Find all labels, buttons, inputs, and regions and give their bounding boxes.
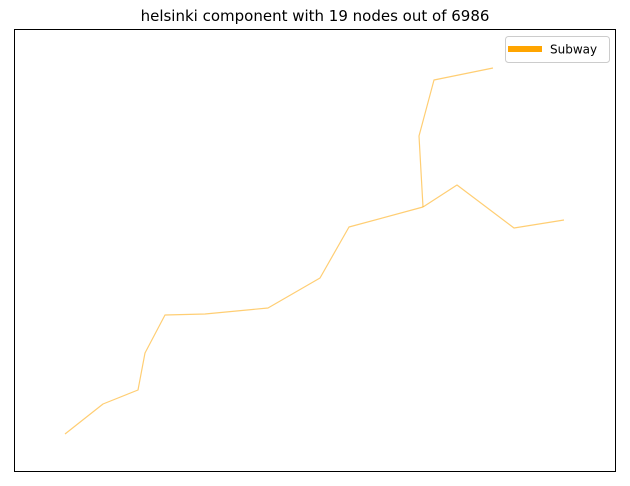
subway-edges <box>64 67 565 435</box>
legend-box <box>505 36 610 63</box>
subway-line-segment <box>64 206 424 435</box>
subway-line-segment <box>422 184 565 229</box>
plot-frame <box>14 29 616 472</box>
map-title: helsinki component with 19 nodes out of … <box>140 7 490 25</box>
legend: Subway <box>505 36 610 63</box>
legend-subway-label: Subway <box>550 43 597 57</box>
subway-line-segment <box>418 67 494 208</box>
